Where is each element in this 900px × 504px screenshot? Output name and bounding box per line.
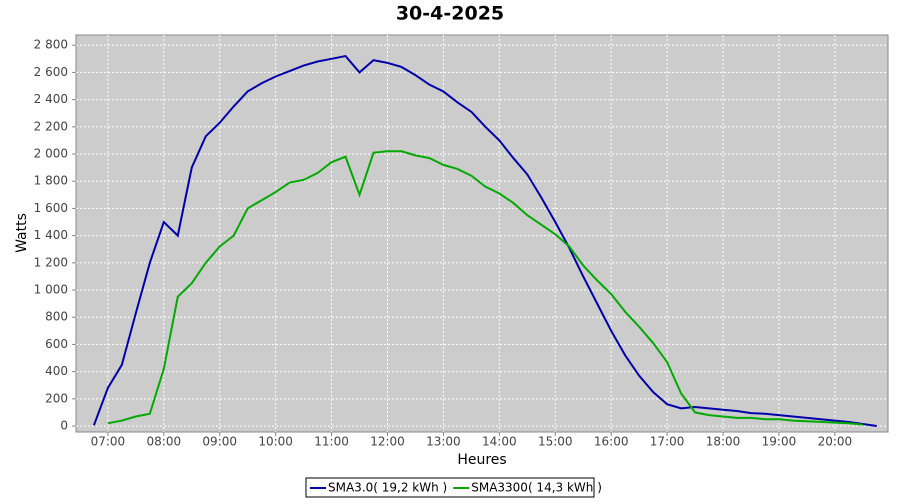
x-tick-label: 19:00 xyxy=(762,435,797,449)
y-tick-label: 1 000 xyxy=(34,283,68,297)
x-tick-label: 14:00 xyxy=(482,435,517,449)
chart-title: 30-4-2025 xyxy=(396,3,504,25)
x-tick-label: 10:00 xyxy=(258,435,293,449)
y-tick-label: 1 800 xyxy=(34,174,68,188)
x-tick-label: 08:00 xyxy=(147,435,182,449)
plot-area xyxy=(75,34,889,433)
x-tick-label: 07:00 xyxy=(91,435,126,449)
y-tick-label: 600 xyxy=(45,337,68,351)
y-tick-label: 2 000 xyxy=(34,147,68,161)
x-tick-label: 11:00 xyxy=(314,435,349,449)
x-tick-label: 17:00 xyxy=(650,435,685,449)
x-tick-label: 18:00 xyxy=(706,435,741,449)
x-tick-label: 15:00 xyxy=(538,435,573,449)
x-tick-label: 13:00 xyxy=(426,435,461,449)
legend-label: SMA3300( 14,3 kWh ) xyxy=(471,481,602,495)
y-tick-label: 400 xyxy=(45,364,68,378)
y-tick-label: 2 600 xyxy=(34,65,68,79)
y-tick-label: 2 400 xyxy=(34,92,68,106)
y-axis-title: Watts xyxy=(14,213,30,253)
series-line xyxy=(107,150,863,426)
x-tick-label: 09:00 xyxy=(202,435,237,449)
y-tick-label: 200 xyxy=(45,391,68,405)
legend-label: SMA3.0( 19,2 kWh ) xyxy=(328,481,447,495)
series-line xyxy=(92,54,877,428)
x-axis-title: Heures xyxy=(457,452,506,468)
y-tick-label: 1 600 xyxy=(34,201,68,215)
x-tick-label: 16:00 xyxy=(594,435,629,449)
x-tick-label: 12:00 xyxy=(370,435,405,449)
y-tick-label: 1 400 xyxy=(34,228,68,242)
legend xyxy=(305,477,595,498)
y-tick-label: 2 200 xyxy=(34,119,68,133)
y-tick-label: 2 800 xyxy=(34,38,68,52)
x-tick-label: 20:00 xyxy=(818,435,853,449)
y-tick-label: 800 xyxy=(45,310,68,324)
y-tick-label: 0 xyxy=(60,419,68,433)
y-tick-label: 1 200 xyxy=(34,255,68,269)
